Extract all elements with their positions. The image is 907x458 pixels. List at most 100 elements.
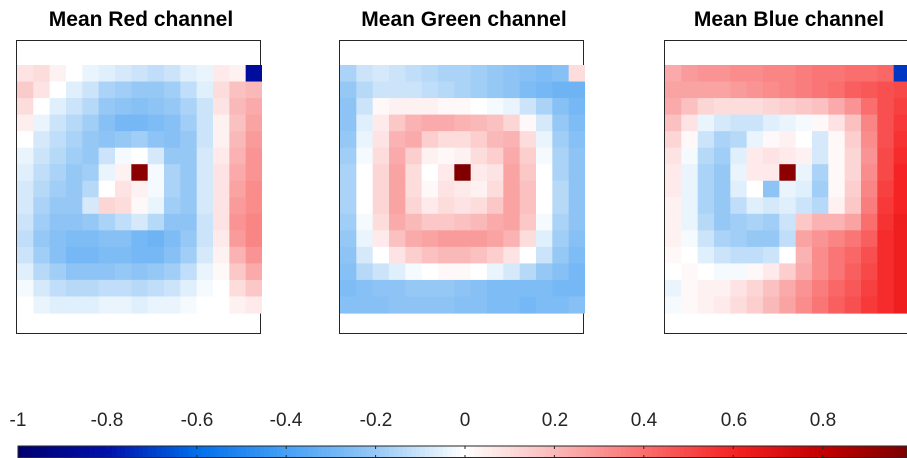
colorbar-segment (129, 446, 135, 458)
panel-title: Mean Red channel (48, 8, 234, 31)
colorbar-segment (228, 446, 234, 458)
heatmap-cell (861, 65, 878, 83)
heatmap-cell (49, 263, 67, 281)
heatmap-cell (746, 197, 764, 215)
colorbar-segment (156, 446, 162, 458)
colorbar-segment (760, 446, 765, 458)
colorbar-segment (903, 446, 907, 458)
heatmap-cell (877, 65, 895, 83)
colorbar-segment (411, 446, 417, 458)
colorbar-segment (44, 446, 50, 458)
heatmap-axes (664, 40, 907, 334)
heatmap-cell (115, 114, 132, 132)
heatmap-cell (454, 114, 472, 132)
heatmap-cell (213, 147, 230, 165)
heatmap-cell (828, 230, 846, 248)
heatmap-cell (213, 65, 230, 83)
heatmap-cell (503, 114, 521, 132)
colorbar-segment (853, 446, 859, 458)
colorbar-segment (473, 446, 479, 458)
heatmap-cell (714, 114, 731, 132)
heatmap-cell (487, 164, 504, 182)
heatmap-cell (487, 279, 504, 298)
heatmap-cell (828, 65, 846, 83)
colorbar-segment (277, 446, 283, 458)
colorbar-segment (634, 446, 640, 458)
heatmap-cell (17, 65, 34, 83)
heatmap-cell (213, 180, 230, 198)
colorbar-segment (751, 446, 757, 458)
heatmap-cell (196, 197, 214, 215)
heatmap-cell (372, 81, 390, 99)
colorbar-segment (482, 446, 488, 458)
heatmap-cell (503, 81, 521, 99)
heatmap-cell (389, 65, 406, 83)
heatmap-cell (147, 230, 165, 248)
colorbar-segment (889, 446, 895, 458)
heatmap-cell (763, 65, 780, 83)
heatmap-cell (147, 131, 165, 149)
colorbar-segment (250, 446, 256, 458)
heatmap-cell (714, 180, 731, 198)
heatmap-cell (33, 246, 51, 264)
heatmap-cell (779, 147, 797, 165)
heatmap-cell (665, 246, 682, 264)
heatmap-cell (470, 213, 488, 231)
heatmap-cell (82, 65, 100, 83)
colorbar-segment (840, 446, 846, 458)
heatmap-cell (568, 279, 585, 298)
colorbar-segment (380, 446, 386, 458)
heatmap-cell (552, 230, 570, 248)
heatmap-cell (536, 65, 553, 83)
heatmap-cell (389, 197, 406, 215)
colorbar-segment (509, 446, 515, 458)
heatmap-cell (245, 131, 262, 149)
heatmap-cell (746, 213, 764, 231)
colorbar-tick-label: -0.8 (90, 410, 124, 431)
colorbar-segment (688, 446, 694, 458)
heatmap-cell (681, 279, 699, 298)
heatmap-cell (763, 296, 780, 314)
heatmap-cell (147, 180, 165, 198)
heatmap-cell (454, 246, 472, 264)
heatmap-cell (389, 164, 406, 182)
heatmap-cell (714, 147, 731, 165)
heatmap-cell (763, 114, 780, 132)
colorbar-segment (335, 446, 341, 458)
heatmap-cell (877, 147, 895, 165)
heatmap-cell (115, 213, 132, 231)
colorbar-segment (424, 446, 430, 458)
heatmap-cell (196, 180, 214, 198)
colorbar-segment (161, 446, 167, 458)
heatmap-cell (340, 147, 357, 165)
colorbar-segment (362, 446, 368, 458)
colorbar-segment (371, 446, 377, 458)
heatmap-cell (356, 81, 374, 99)
heatmap-cell (356, 131, 374, 149)
heatmap-cell (779, 279, 797, 298)
heatmap-cell (779, 180, 797, 198)
heatmap-cell (115, 279, 132, 298)
heatmap-cell (245, 213, 262, 231)
heatmap-cell (372, 164, 390, 182)
heatmap-cell (229, 246, 247, 264)
heatmap-cell (665, 230, 682, 248)
heatmap-cell (356, 230, 374, 248)
heatmap-cell (487, 114, 504, 132)
heatmap-cell (665, 98, 682, 116)
heatmap-cell (66, 114, 83, 132)
heatmap-cell (552, 263, 570, 281)
heatmap-cell (877, 296, 895, 314)
heatmap-cell (795, 263, 813, 281)
colorbar-segment (210, 446, 216, 458)
colorbar-segment (384, 446, 390, 458)
colorbar-segment (585, 446, 591, 458)
heatmap-cell (568, 263, 585, 281)
colorbar-segment (53, 446, 59, 458)
heatmap-cell (98, 246, 116, 264)
heatmap-cell (487, 246, 504, 264)
heatmap-cell (844, 164, 862, 182)
colorbar-segment (375, 446, 381, 458)
heatmap-cell (519, 230, 537, 248)
heatmap-cell (844, 279, 862, 298)
